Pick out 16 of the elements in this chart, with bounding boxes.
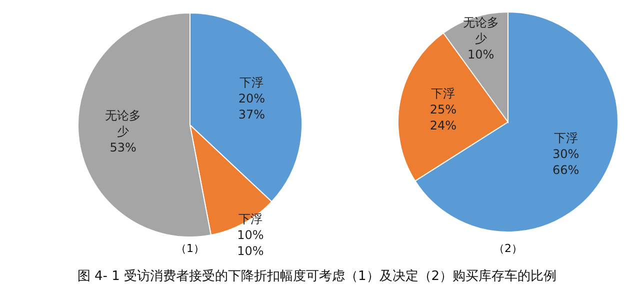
text: 10%: [237, 244, 264, 258]
data-label: 37%: [238, 107, 266, 122]
slice-label: 下浮 30%: [552, 130, 580, 161]
slice-label: 无论多少: [105, 108, 142, 138]
data-label: 10%: [237, 228, 264, 242]
slice-label: 无论多少: [462, 15, 499, 46]
data-label: 53%: [110, 140, 136, 154]
category-label: 下浮: [238, 212, 262, 226]
text: （2）: [494, 242, 522, 255]
slice-label: 下浮 25%: [430, 86, 457, 117]
caption: 图 4- 1 受访消费者接受的下降折扣幅度可考虑（1）及决定（2）购买库存车的比例: [77, 268, 557, 284]
data-label: 10%: [467, 47, 494, 62]
text: （1）: [176, 242, 204, 255]
data-label: 66%: [552, 162, 580, 177]
data-label: 24%: [430, 118, 457, 133]
slice-label: 下浮 20%: [238, 75, 266, 106]
